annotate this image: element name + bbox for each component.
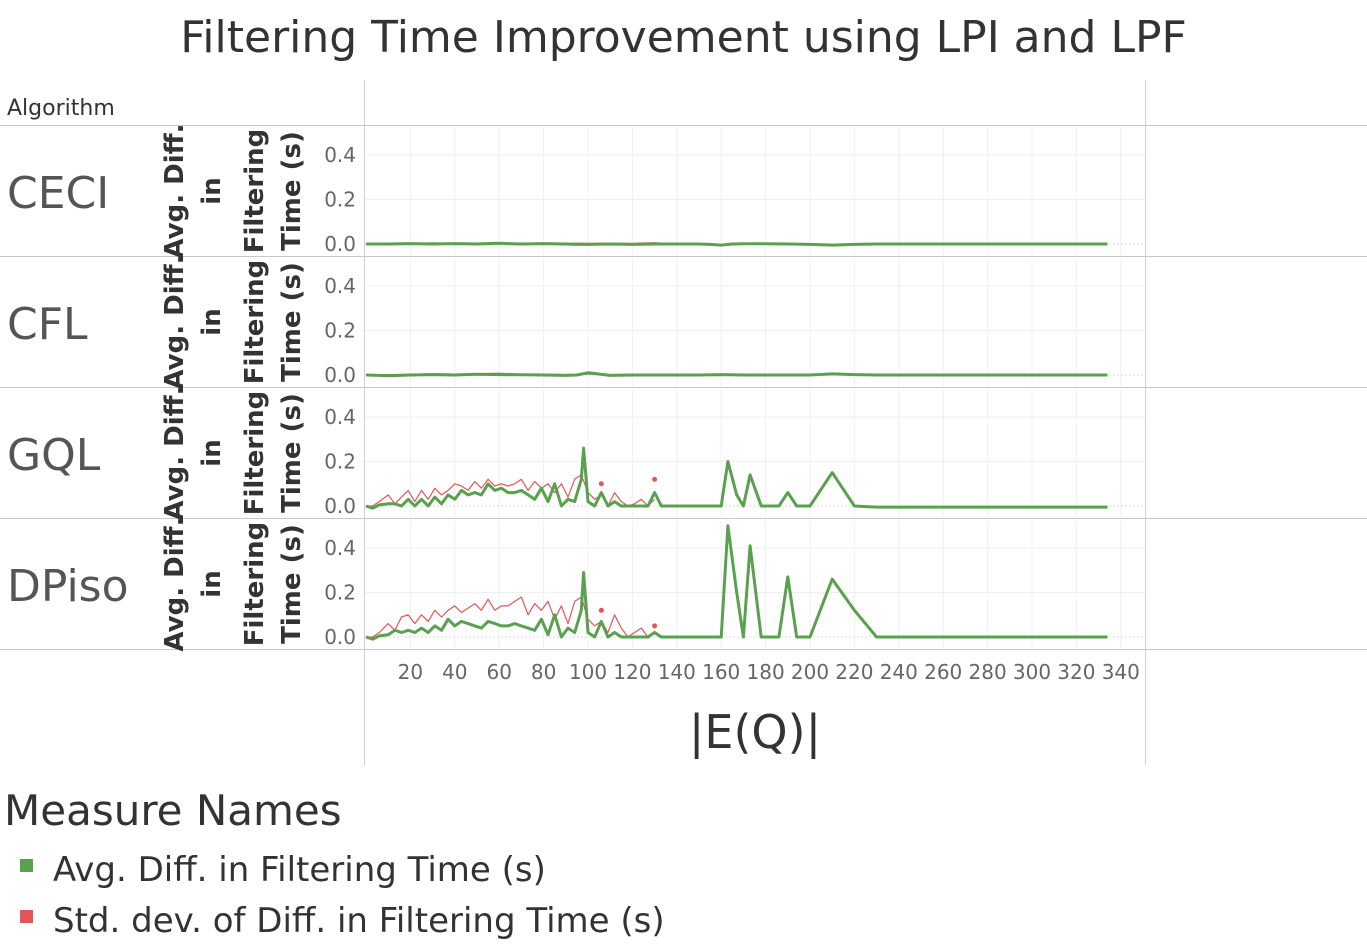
y-tick-label: 0.2: [324, 188, 356, 212]
legend-item-avg[interactable]: Avg. Diff. in Filtering Time (s): [20, 850, 546, 890]
x-tick-label: 260: [924, 660, 962, 684]
row-label-gql: GQL: [7, 430, 101, 481]
y-axis-title: Filtering: [240, 391, 270, 516]
y-axis-title: Filtering: [240, 129, 270, 254]
x-tick-label: 280: [969, 660, 1007, 684]
row-label-cfl: CFL: [7, 299, 88, 350]
y-axis-title: Time (s): [277, 131, 307, 251]
y-axis-title: Avg. Diff.: [160, 254, 190, 389]
x-tick-label: 180: [747, 660, 785, 684]
y-axis-title: Avg. Diff.: [160, 385, 190, 520]
y-tick-label: 0.2: [324, 319, 356, 343]
x-tick-label: 100: [569, 660, 607, 684]
y-tick-label: 0.4: [324, 536, 356, 560]
y-axis-title: Time (s): [277, 262, 307, 382]
y-axis-title: Avg. Diff.: [160, 516, 190, 651]
y-axis-title: in: [197, 308, 227, 335]
y-axis-title: in: [197, 177, 227, 204]
data-point-std: [652, 476, 658, 482]
x-tick-label: 20: [398, 660, 423, 684]
y-axis-title: Time (s): [277, 524, 307, 644]
y-axis-title: Filtering: [240, 260, 270, 385]
row-label-dpiso: DPiso: [7, 561, 129, 612]
y-tick-label: 0.4: [324, 143, 356, 167]
x-tick-label: 40: [442, 660, 467, 684]
series-line-avg: [365, 524, 1108, 641]
x-tick-label: 120: [613, 660, 651, 684]
x-tick-label: 340: [1102, 660, 1140, 684]
x-tick-label: 220: [835, 660, 873, 684]
x-tick-label: 300: [1013, 660, 1051, 684]
x-tick-label: 240: [880, 660, 918, 684]
y-axis-title: Time (s): [277, 393, 307, 513]
legend-label-std: Std. dev. of Diff. in Filtering Time (s): [53, 901, 665, 941]
y-tick-label: 0.0: [324, 363, 356, 387]
y-axis-title: Avg. Diff.: [160, 123, 190, 258]
data-point-std: [598, 481, 604, 487]
series-line-avg: [365, 371, 1108, 378]
chart-title: Filtering Time Improvement using LPI and…: [180, 12, 1187, 63]
y-tick-label: 0.2: [324, 450, 356, 474]
row-label-ceci: CECI: [7, 168, 110, 219]
data-point-std: [598, 607, 604, 613]
data-point-std: [652, 623, 658, 629]
y-tick-label: 0.0: [324, 625, 356, 649]
x-tick-label: 140: [658, 660, 696, 684]
x-tick-label: 80: [531, 660, 556, 684]
x-axis-title: |E(Q)|: [689, 705, 821, 760]
y-tick-label: 0.4: [324, 274, 356, 298]
x-tick-label: 60: [486, 660, 511, 684]
legend-label-avg: Avg. Diff. in Filtering Time (s): [53, 850, 546, 890]
x-tick-label: 160: [702, 660, 740, 684]
y-axis-title: in: [197, 439, 227, 466]
y-axis-title: in: [197, 570, 227, 597]
series-line-avg: [366, 241, 1108, 247]
legend-title: Measure Names: [4, 786, 342, 835]
y-tick-label: 0.0: [324, 232, 356, 256]
y-tick-label: 0.2: [324, 581, 356, 605]
row-header-label: Algorithm: [7, 96, 115, 121]
y-tick-label: 0.4: [324, 405, 356, 429]
series-line-avg: [365, 446, 1108, 510]
legend-swatch-std: [20, 910, 33, 923]
y-axis-title: Filtering: [240, 522, 270, 647]
y-tick-label: 0.0: [324, 494, 356, 518]
x-tick-label: 320: [1057, 660, 1095, 684]
legend-item-std[interactable]: Std. dev. of Diff. in Filtering Time (s): [20, 901, 665, 941]
legend-swatch-avg: [20, 859, 33, 872]
x-tick-label: 200: [791, 660, 829, 684]
